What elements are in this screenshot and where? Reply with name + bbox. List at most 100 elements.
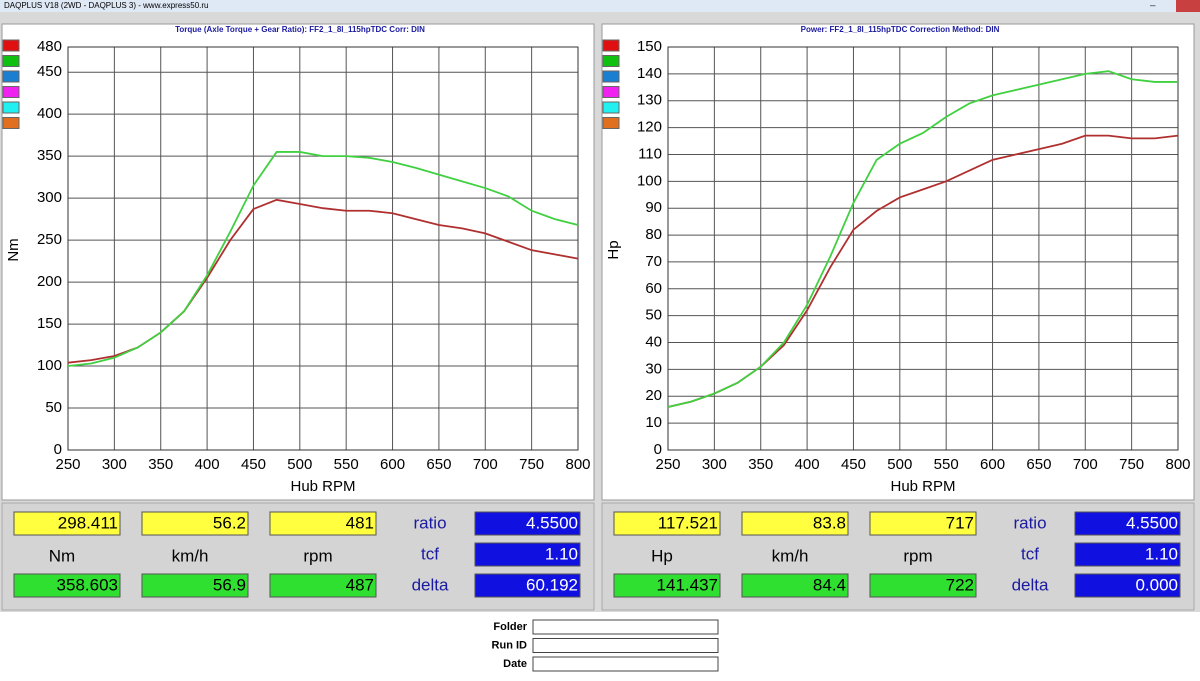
param-box — [1074, 573, 1181, 598]
unit-label: rpm — [903, 546, 932, 565]
data-line — [667, 70, 1178, 408]
x-tick-label: 250 — [655, 456, 680, 473]
form-input[interactable] — [532, 656, 719, 672]
form-label: Run ID — [492, 639, 527, 651]
value-box — [141, 511, 249, 536]
legend-swatch[interactable] — [602, 70, 620, 83]
plot-frame — [667, 46, 1179, 451]
legend-swatch[interactable] — [602, 55, 620, 67]
y-tick-label: 140 — [637, 65, 662, 82]
value-text: 481 — [346, 513, 374, 532]
x-tick-label: 500 — [887, 456, 912, 473]
y-tick-label: 20 — [645, 387, 662, 404]
param-value: 4.5500 — [1126, 513, 1178, 532]
legend-swatch[interactable] — [2, 101, 20, 114]
x-axis-label: Hub RPM — [890, 478, 955, 495]
value-text: 84.4 — [813, 575, 846, 594]
form-label: Date — [503, 658, 527, 670]
legend-swatch[interactable] — [2, 70, 20, 83]
plot-frame — [67, 46, 579, 451]
unit-label: rpm — [303, 546, 332, 565]
y-tick-label: 300 — [37, 189, 62, 206]
value-box — [269, 573, 377, 598]
y-tick-label: 350 — [37, 147, 62, 164]
chart-panel — [1, 23, 595, 501]
value-box — [741, 573, 849, 598]
param-label: tcf — [1021, 544, 1039, 563]
y-tick-label: 0 — [54, 441, 62, 458]
y-tick-label: 130 — [637, 92, 662, 109]
y-tick-label: 400 — [37, 105, 62, 122]
value-box — [613, 511, 721, 536]
x-tick-label: 450 — [241, 456, 266, 473]
data-line — [67, 151, 579, 367]
legend-swatch[interactable] — [2, 117, 20, 129]
legend-swatch[interactable] — [2, 39, 20, 52]
y-tick-label: 80 — [645, 226, 662, 243]
y-tick-label: 480 — [37, 38, 62, 55]
legend-swatch[interactable] — [602, 86, 620, 98]
value-box — [13, 511, 121, 536]
value-box — [269, 511, 377, 536]
x-tick-label: 350 — [748, 456, 773, 473]
legend-swatch[interactable] — [2, 86, 20, 98]
value-box — [613, 573, 721, 598]
y-tick-label: 250 — [37, 231, 62, 248]
x-tick-label: 550 — [334, 456, 359, 473]
unit-label: km/h — [772, 546, 809, 565]
x-tick-label: 600 — [980, 456, 1005, 473]
param-value: 4.5500 — [526, 513, 578, 532]
x-tick-label: 700 — [473, 456, 498, 473]
chart-title: Power: FF2_1_8l_115hpTDC Correction Meth… — [801, 25, 1000, 34]
x-tick-label: 700 — [1073, 456, 1098, 473]
y-tick-label: 10 — [645, 414, 662, 431]
minimize-button[interactable]: – — [1150, 1, 1156, 12]
y-tick-label: 50 — [645, 307, 662, 324]
legend-swatch[interactable] — [602, 117, 620, 129]
value-box — [141, 573, 249, 598]
x-tick-label: 500 — [287, 456, 312, 473]
y-tick-label: 90 — [645, 199, 662, 216]
x-tick-label: 800 — [1165, 456, 1190, 473]
value-text: 487 — [346, 575, 374, 594]
y-tick-label: 120 — [637, 119, 662, 136]
param-label: delta — [1012, 575, 1049, 594]
param-box — [474, 573, 581, 598]
param-label: tcf — [421, 544, 439, 563]
unit-label: Nm — [49, 546, 75, 565]
form-label: Folder — [493, 621, 527, 633]
value-text: 717 — [946, 513, 974, 532]
close-button[interactable] — [1176, 0, 1200, 12]
x-tick-label: 250 — [55, 456, 80, 473]
x-tick-label: 350 — [148, 456, 173, 473]
value-box — [13, 573, 121, 598]
form-input[interactable] — [532, 619, 719, 635]
legend-swatch[interactable] — [2, 55, 20, 67]
x-tick-label: 650 — [426, 456, 451, 473]
y-axis-label: Hp — [605, 240, 622, 259]
x-tick-label: 550 — [934, 456, 959, 473]
value-text: 117.521 — [658, 513, 718, 532]
legend-swatch[interactable] — [602, 39, 620, 52]
param-value: 0.000 — [1135, 575, 1178, 594]
value-box — [869, 511, 977, 536]
y-tick-label: 450 — [37, 63, 62, 80]
x-tick-label: 750 — [1119, 456, 1144, 473]
param-label: delta — [412, 575, 449, 594]
param-label: ratio — [1013, 513, 1046, 532]
param-box — [474, 542, 581, 567]
y-axis-label: Nm — [5, 238, 22, 261]
x-tick-label: 300 — [102, 456, 127, 473]
x-tick-label: 650 — [1026, 456, 1051, 473]
x-tick-label: 800 — [565, 456, 590, 473]
y-tick-label: 70 — [645, 253, 662, 270]
form-input[interactable] — [532, 638, 719, 653]
legend-swatch[interactable] — [602, 101, 620, 114]
value-box — [869, 573, 977, 598]
unit-label: km/h — [172, 546, 209, 565]
value-text: 298.411 — [58, 513, 118, 532]
x-axis-label: Hub RPM — [290, 478, 355, 495]
y-tick-label: 100 — [637, 172, 662, 189]
y-tick-label: 40 — [645, 334, 662, 351]
